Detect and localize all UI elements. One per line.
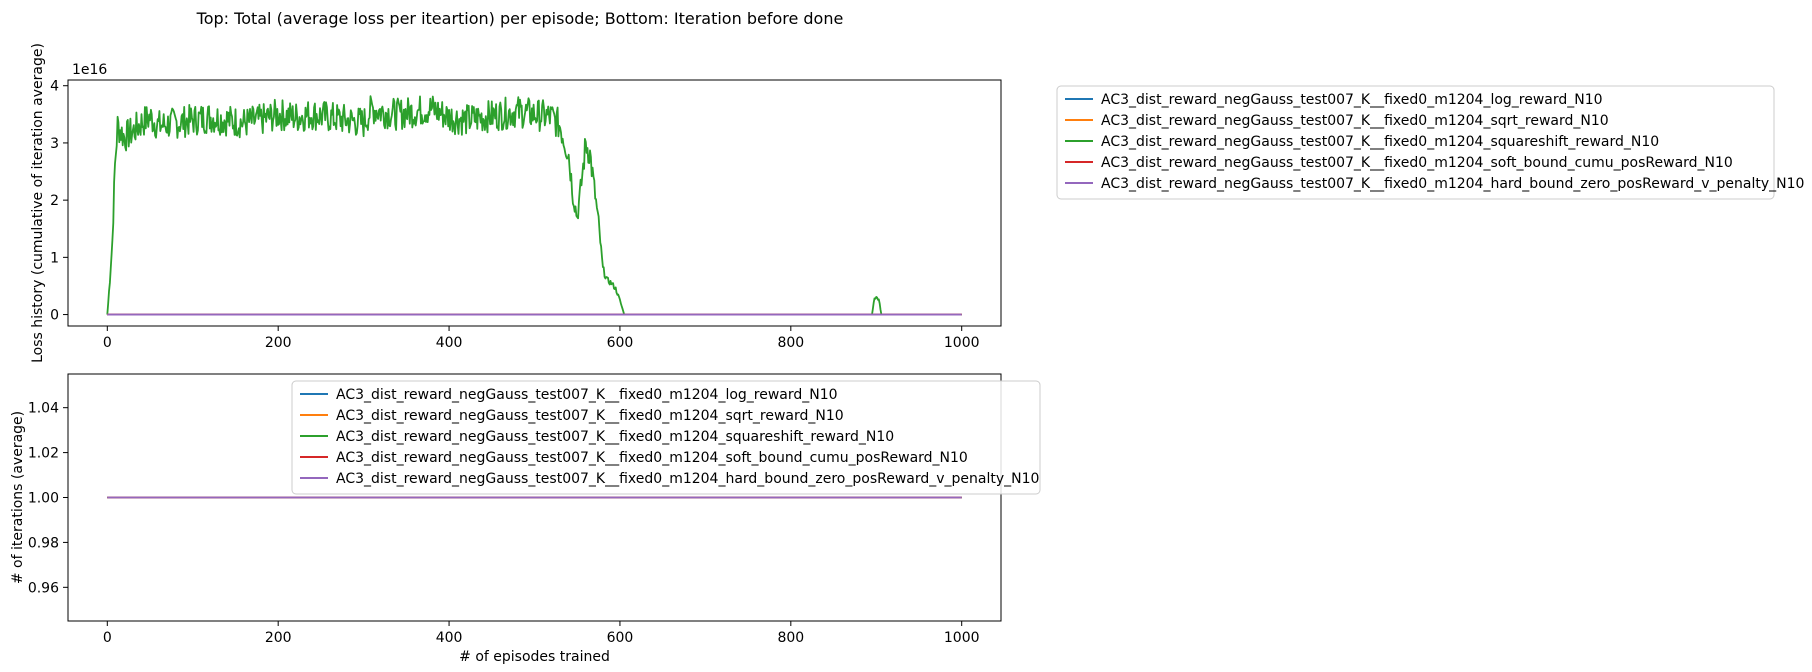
- y-tick-label: 0.96: [28, 580, 59, 596]
- x-tick-label: 0: [103, 335, 112, 351]
- x-tick-label: 600: [607, 335, 634, 351]
- y-tick-label: 2: [50, 193, 59, 209]
- y-tick-label: 1: [50, 250, 59, 266]
- y-tick-label: 4: [50, 79, 59, 95]
- x-tick-label: 400: [436, 630, 463, 646]
- x-tick-label: 200: [265, 335, 292, 351]
- legend-label: AC3_dist_reward_negGauss_test007_K__fixe…: [1101, 176, 1804, 192]
- y-tick-label: 1.04: [28, 401, 59, 417]
- y-axis-label: # of iterations (average): [10, 411, 26, 584]
- x-tick-label: 200: [265, 630, 292, 646]
- x-tick-label: 800: [777, 335, 804, 351]
- legend-label: AC3_dist_reward_negGauss_test007_K__fixe…: [336, 429, 894, 445]
- y-axis-label: Loss history (cumulative of iteration av…: [30, 43, 46, 363]
- legend-label: AC3_dist_reward_negGauss_test007_K__fixe…: [1101, 155, 1733, 171]
- legend-box: [291, 380, 1041, 495]
- top-chart-panel: 0 200 400 600 800 1000 0 1 2 3 4 1e16 Loss history (…: [30, 43, 1804, 363]
- x-tick-label: 400: [436, 335, 463, 351]
- x-tick-label: 1000: [944, 630, 980, 646]
- y-offset-text: 1e16: [72, 62, 107, 78]
- x-tick-label: 1000: [944, 335, 980, 351]
- x-axis-label: # of episodes trained: [459, 649, 610, 665]
- legend: AC3_dist_reward_negGauss_test007_K__fixe…: [291, 380, 1041, 495]
- legend-label: AC3_dist_reward_negGauss_test007_K__fixe…: [1101, 113, 1609, 129]
- series-lines: [106, 95, 962, 316]
- y-tick-label: 3: [50, 136, 59, 152]
- y-tick-label: 0: [50, 308, 59, 324]
- series-line: [106, 95, 962, 316]
- x-tick-label: 800: [777, 630, 804, 646]
- figure-title: Top: Total (average loss per iteartion) …: [196, 9, 844, 28]
- legend: AC3_dist_reward_negGauss_test007_K__fixe…: [1056, 85, 1804, 200]
- x-tick-label: 600: [607, 630, 634, 646]
- x-tick-label: 0: [103, 630, 112, 646]
- legend-label: AC3_dist_reward_negGauss_test007_K__fixe…: [336, 408, 844, 424]
- legend-box: [1056, 85, 1775, 200]
- legend-label: AC3_dist_reward_negGauss_test007_K__fixe…: [1101, 134, 1659, 150]
- y-tick-label: 0.98: [28, 535, 59, 551]
- y-tick-label: 1.02: [28, 446, 59, 462]
- legend-label: AC3_dist_reward_negGauss_test007_K__fixe…: [336, 387, 838, 403]
- legend-label: AC3_dist_reward_negGauss_test007_K__fixe…: [336, 471, 1039, 487]
- y-tick-label: 1.00: [28, 491, 59, 507]
- axes-frame: [67, 79, 1002, 327]
- legend-label: AC3_dist_reward_negGauss_test007_K__fixe…: [336, 450, 968, 466]
- legend-label: AC3_dist_reward_negGauss_test007_K__fixe…: [1101, 92, 1603, 108]
